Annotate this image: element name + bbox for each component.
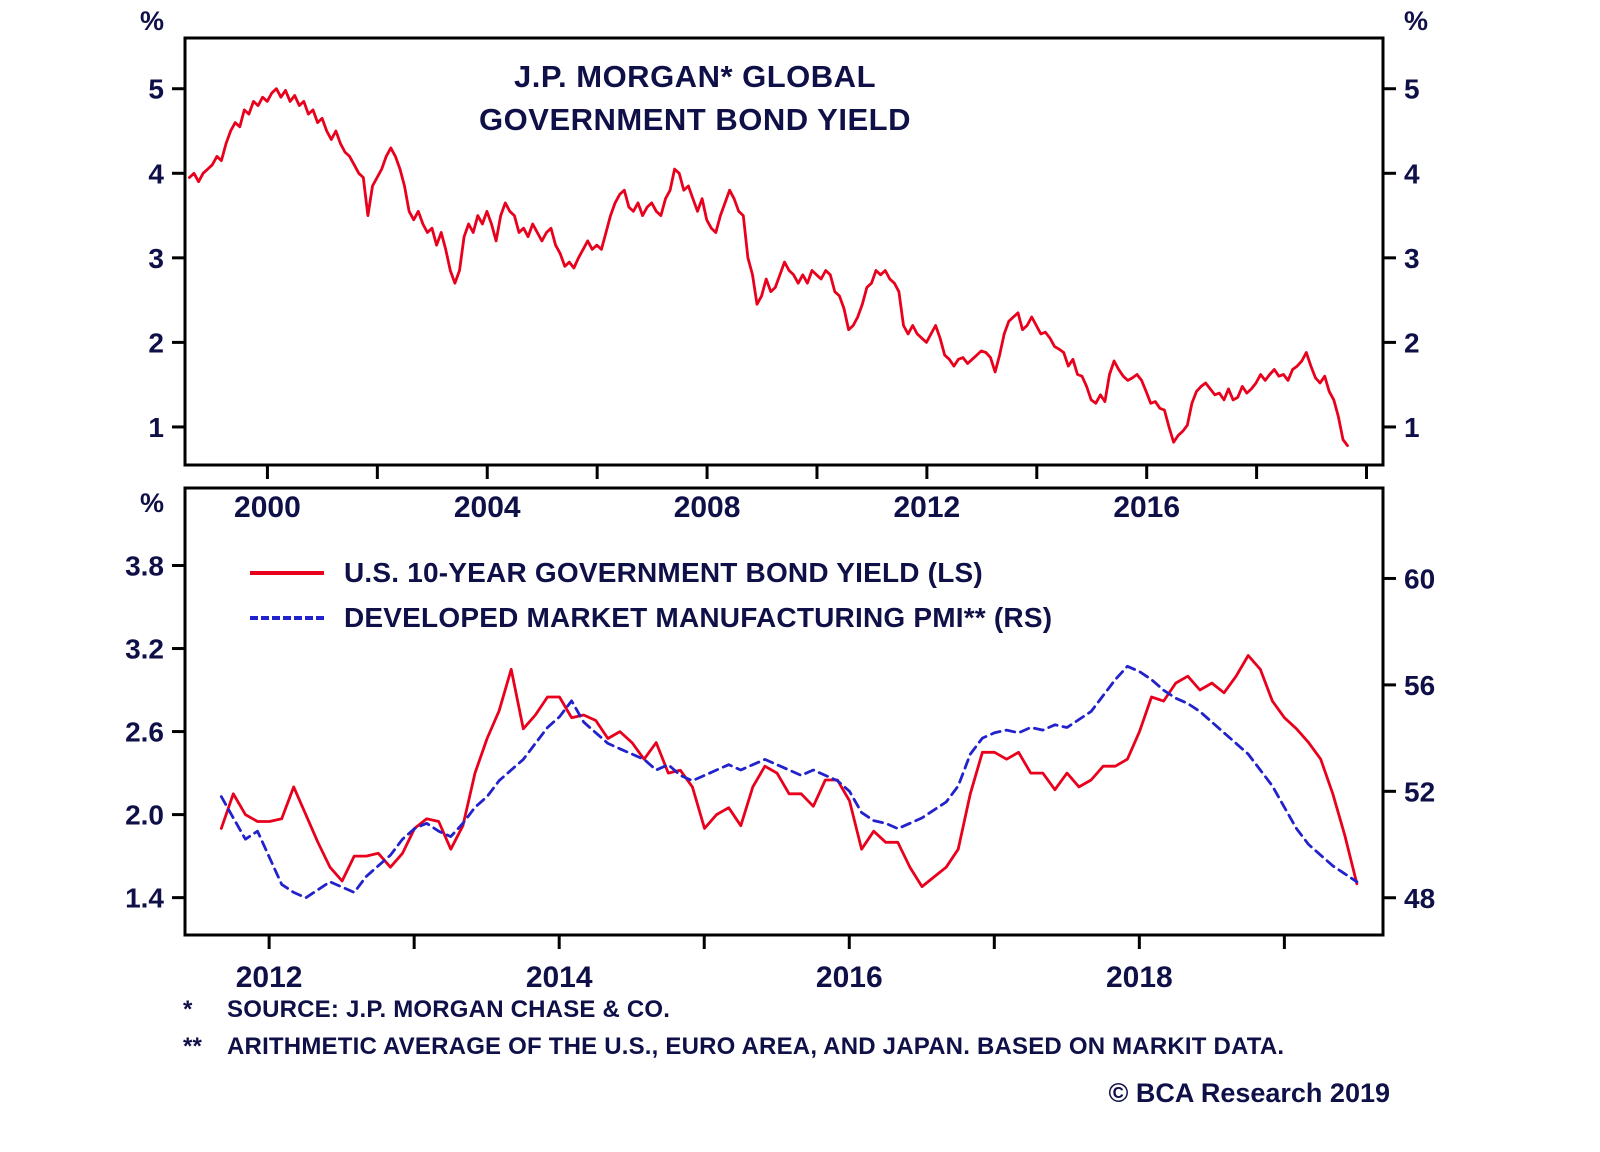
y-left-tick-label: 2.0	[125, 800, 164, 831]
y-left-tick-label: 1	[148, 412, 164, 443]
footnote-text-2: ARITHMETIC AVERAGE OF THE U.S., EURO ARE…	[227, 1033, 1285, 1060]
y-left-tick-label: 2.6	[125, 717, 164, 748]
series-line-yield	[219, 654, 1359, 888]
footnote-pmi-definition: ** ARITHMETIC AVERAGE OF THE U.S., EURO …	[183, 1033, 1284, 1061]
y-left-unit-label: %	[140, 488, 164, 518]
red-solid-line-icon	[250, 570, 324, 575]
y-right-tick-label: 3	[1404, 243, 1420, 274]
legend-item-pmi: DEVELOPED MARKET MANUFACTURING PMI** (RS…	[250, 595, 1052, 640]
copyright-notice: © BCA Research 2019	[1108, 1078, 1390, 1108]
y-right-tick-label: 48	[1404, 883, 1435, 914]
y-right-tick-label: 1	[1404, 412, 1420, 443]
legend-label-bond-yield: U.S. 10-YEAR GOVERNMENT BOND YIELD (LS)	[344, 556, 983, 588]
y-left-tick-label: 4	[148, 158, 164, 189]
footnote-source: * SOURCE: J.P. MORGAN CHASE & CO.	[183, 996, 1284, 1024]
x-tick-label: 2016	[1113, 491, 1180, 524]
x-tick-label: 2018	[1106, 961, 1173, 994]
footnotes: * SOURCE: J.P. MORGAN CHASE & CO. ** ARI…	[183, 996, 1284, 1070]
x-tick-label: 2008	[674, 491, 741, 524]
y-right-tick-label: 5	[1404, 74, 1420, 105]
y-left-tick-label: 3.8	[125, 550, 164, 581]
panel-frame	[183, 486, 1385, 937]
series-line-pmi	[219, 664, 1359, 900]
x-tick-label: 2004	[454, 491, 521, 524]
y-right-tick-label: 60	[1404, 563, 1435, 594]
blue-dashed-line-icon	[250, 615, 324, 620]
y-left-tick-label: 1.4	[125, 883, 164, 914]
chart-legend: U.S. 10-YEAR GOVERNMENT BOND YIELD (LS) …	[250, 550, 1052, 640]
x-tick-label: 2014	[526, 961, 593, 994]
y-left-unit-label: %	[140, 6, 164, 36]
x-tick-label: 2012	[894, 491, 961, 524]
footnote-marker-2: **	[183, 1033, 203, 1060]
x-tick-label: 2016	[816, 961, 883, 994]
x-tick-label: 2012	[236, 961, 303, 994]
series-line-yield	[187, 87, 1349, 448]
x-tick-label: 2000	[234, 491, 301, 524]
y-left-tick-label: 3.2	[125, 634, 164, 665]
legend-label-pmi: DEVELOPED MARKET MANUFACTURING PMI** (RS…	[344, 601, 1053, 633]
y-right-tick-label: 2	[1404, 327, 1420, 358]
legend-item-bond-yield: U.S. 10-YEAR GOVERNMENT BOND YIELD (LS)	[250, 550, 1052, 595]
footnote-text-1: SOURCE: J.P. MORGAN CHASE & CO.	[227, 996, 671, 1023]
y-left-tick-label: 2	[148, 327, 164, 358]
y-right-unit-label: %	[1404, 6, 1428, 36]
y-right-tick-label: 52	[1404, 776, 1435, 807]
y-right-tick-label: 56	[1404, 670, 1435, 701]
chart-title: J.P. MORGAN* GLOBAL GOVERNMENT BOND YIEL…	[345, 56, 1045, 142]
y-left-tick-label: 5	[148, 74, 164, 105]
y-right-tick-label: 4	[1404, 158, 1420, 189]
panel-frame	[183, 36, 1385, 467]
footnote-marker-1: *	[183, 996, 193, 1023]
y-left-tick-label: 3	[148, 243, 164, 274]
chart-title-line2: GOVERNMENT BOND YIELD	[479, 101, 911, 137]
chart-title-line1: J.P. MORGAN* GLOBAL	[513, 59, 877, 94]
